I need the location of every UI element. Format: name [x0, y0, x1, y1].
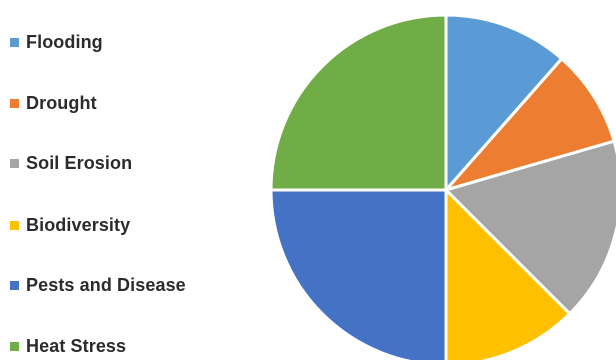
legend-item-flooding: Flooding — [10, 32, 103, 53]
legend-swatch-pests-and-disease — [10, 281, 19, 290]
legend-swatch-drought — [10, 99, 19, 108]
legend-item-soil-erosion: Soil Erosion — [10, 153, 132, 174]
legend-item-drought: Drought — [10, 93, 97, 114]
legend-swatch-flooding — [10, 38, 19, 47]
pie-slice-flooding — [444, 13, 564, 192]
legend-label-drought: Drought — [26, 93, 97, 113]
legend-item-biodiversity: Biodiversity — [10, 215, 130, 236]
chart-legend: Flooding Drought Soil Erosion Biodiversi… — [10, 32, 240, 360]
legend-label-biodiversity: Biodiversity — [26, 215, 131, 235]
pie-slice-heat-stress — [269, 13, 448, 192]
pie-slice-drought — [444, 57, 616, 192]
legend-label-heat-stress: Heat Stress — [26, 336, 127, 356]
legend-item-pests-and-disease: Pests and Disease — [10, 275, 186, 296]
legend-label-flooding: Flooding — [26, 32, 103, 52]
pie-slice-pests-and-disease — [269, 188, 448, 360]
legend-label-pests-and-disease: Pests and Disease — [26, 275, 186, 295]
legend-swatch-soil-erosion — [10, 159, 19, 168]
legend-label-soil-erosion: Soil Erosion — [26, 153, 133, 173]
legend-swatch-heat-stress — [10, 342, 19, 351]
legend-swatch-biodiversity — [10, 221, 19, 230]
legend-item-heat-stress: Heat Stress — [10, 336, 126, 357]
pie-slice-biodiversity — [444, 188, 572, 360]
pie-slice-soil-erosion — [444, 139, 616, 316]
